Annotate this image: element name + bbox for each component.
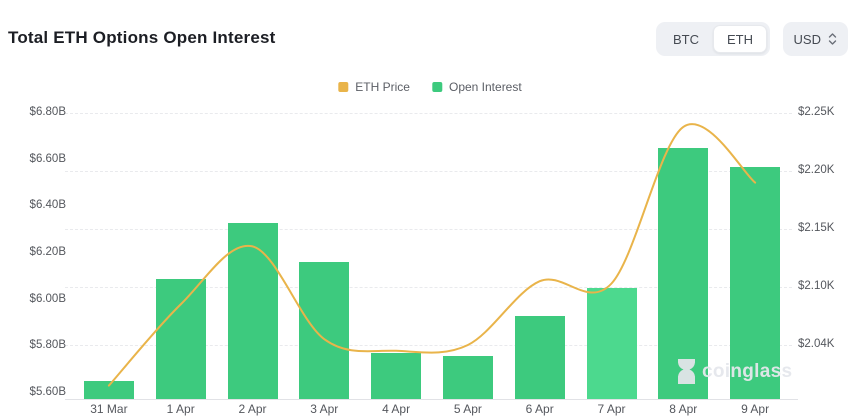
left-axis-tick-label: $5.60B: [29, 386, 66, 398]
currency-label: USD: [793, 31, 821, 47]
btc-toggle-button[interactable]: BTC: [673, 31, 699, 47]
coinglass-logo-icon: [676, 359, 697, 385]
x-axis-tick-label: 8 Apr: [669, 402, 698, 416]
x-axis-tick-label: 1 Apr: [166, 402, 195, 416]
legend-label: ETH Price: [355, 80, 410, 94]
x-axis-tick-label: 6 Apr: [525, 402, 554, 416]
currency-select[interactable]: USD: [782, 22, 848, 56]
x-axis-line: [65, 399, 798, 400]
x-axis-tick-label: 4 Apr: [382, 402, 411, 416]
x-axis-tick-label: 5 Apr: [453, 402, 482, 416]
left-axis-tick-label: $6.60B: [29, 152, 66, 165]
gridline: [65, 113, 792, 114]
right-axis-tick-label: $2.04K: [798, 338, 835, 350]
right-axis-tick-label: $2.10K: [798, 280, 835, 292]
eth-toggle-button[interactable]: ETH: [713, 25, 767, 53]
left-axis-tick-label: $6.00B: [29, 292, 66, 305]
open-interest-bar[interactable]: [586, 288, 637, 399]
open-interest-swatch-icon: [431, 82, 442, 92]
open-interest-bar[interactable]: [227, 222, 278, 399]
x-axis-tick-label: 7 Apr: [597, 402, 626, 416]
coin-toggle: BTC ETH: [656, 22, 770, 56]
x-axis-tick-label: 9 Apr: [741, 402, 770, 416]
right-axis-tick-label: $2.15K: [798, 222, 835, 234]
left-axis-tick-label: $6.80B: [29, 106, 66, 118]
right-axis-tick-label: $2.25K: [798, 106, 835, 118]
open-interest-bar[interactable]: [83, 381, 134, 399]
open-interest-bar[interactable]: [514, 316, 565, 399]
right-axis-tick-label: $2.20K: [798, 164, 835, 176]
open-interest-bar[interactable]: [299, 262, 350, 399]
open-interest-bar[interactable]: [155, 278, 206, 399]
left-axis-tick-label: $5.80B: [29, 339, 66, 352]
legend-item-open-interest[interactable]: Open Interest: [431, 80, 522, 94]
coinglass-watermark: coinglass: [676, 359, 792, 385]
x-axis-tick-label: 31 Mar: [90, 402, 128, 416]
eth-price-swatch-icon: [338, 82, 349, 92]
left-axis-tick-label: $6.20B: [29, 246, 66, 258]
page-title: Total ETH Options Open Interest: [8, 28, 276, 47]
legend-item-eth-price[interactable]: ETH Price: [338, 80, 410, 94]
x-axis-tick-label: 3 Apr: [310, 402, 339, 416]
watermark-text: coinglass: [702, 361, 793, 382]
caret-updown-icon: [828, 32, 837, 46]
open-interest-bar[interactable]: [442, 355, 493, 399]
legend-label: Open Interest: [448, 80, 522, 94]
open-interest-bar[interactable]: [371, 353, 422, 399]
chart-legend: ETH Price Open Interest: [338, 80, 522, 94]
x-axis-tick-label: 2 Apr: [238, 402, 267, 416]
left-axis-tick-label: $6.40B: [29, 199, 66, 212]
